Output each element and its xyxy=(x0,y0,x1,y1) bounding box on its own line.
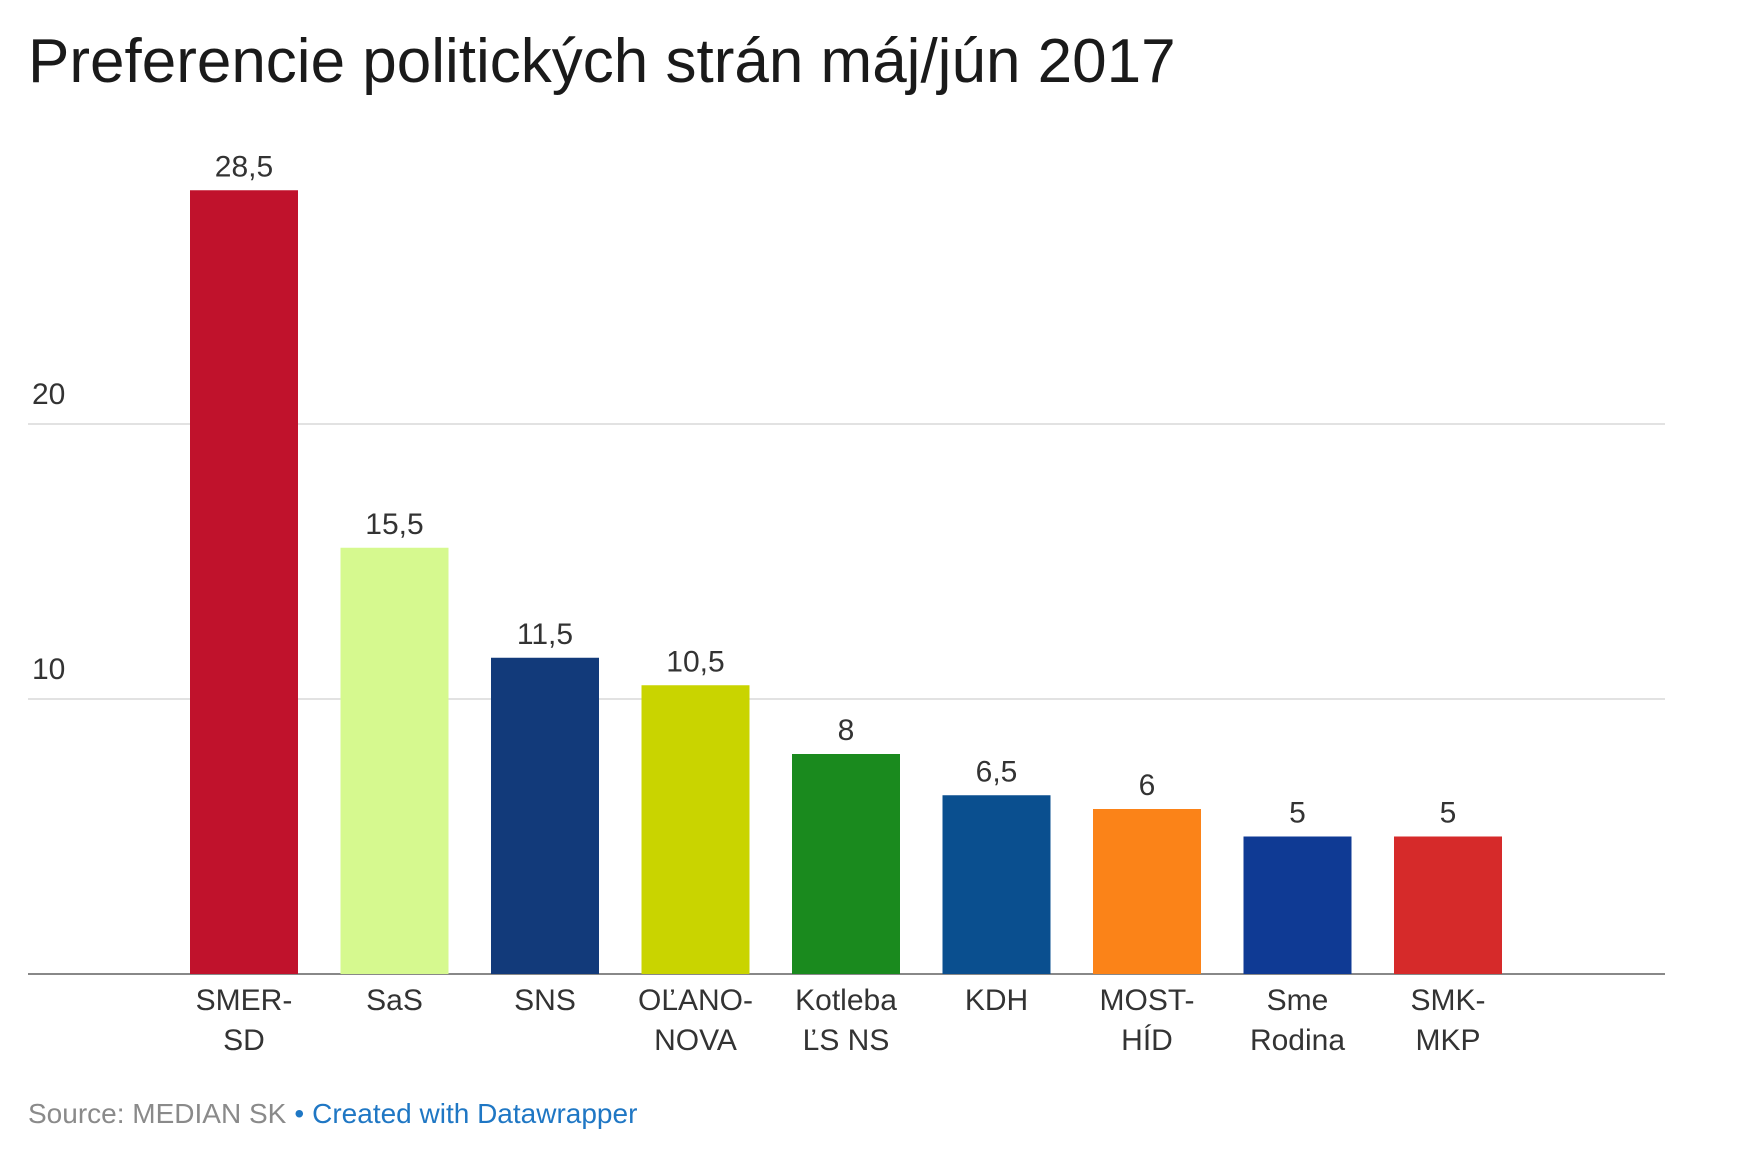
category-label: SMK- xyxy=(1411,984,1486,1017)
value-label: 10,5 xyxy=(666,645,724,678)
bars xyxy=(190,190,1502,974)
category-label: SMER- xyxy=(196,984,293,1017)
value-label: 11,5 xyxy=(517,618,573,651)
category-label: Kotleba xyxy=(795,984,897,1017)
value-label: 15,5 xyxy=(365,508,423,541)
category-label: ĽS NS xyxy=(803,1024,890,1057)
category-label: KDH xyxy=(965,984,1028,1017)
chart-title: Preferencie politických strán máj/jún 20… xyxy=(28,27,1176,96)
datawrapper-credit-link[interactable]: Created with Datawrapper xyxy=(312,1098,638,1129)
value-label: 28,5 xyxy=(215,150,273,183)
value-label: 5 xyxy=(1440,797,1457,830)
category-labels: SMER- SD SaS SNS OĽANO- NOVA Kotleba ĽS NS KDH MO… xyxy=(196,984,1486,1057)
category-label: SD xyxy=(223,1024,265,1057)
bar xyxy=(641,685,750,974)
value-label: 6 xyxy=(1139,769,1156,802)
footer-separator: • xyxy=(294,1098,305,1129)
category-label: Sme xyxy=(1267,984,1329,1017)
bar xyxy=(1243,836,1352,974)
y-tick-label: 10 xyxy=(32,653,65,686)
value-label: 8 xyxy=(838,714,855,747)
category-label: MKP xyxy=(1415,1024,1480,1057)
category-label: SNS xyxy=(514,984,576,1017)
bar xyxy=(340,547,449,974)
bar xyxy=(1394,836,1502,974)
y-tick-labels: 10 20 xyxy=(32,378,65,686)
source-note: Source: MEDIAN SK xyxy=(28,1098,287,1129)
value-labels: 28,5 15,5 11,5 10,5 8 6,5 6 5 5 xyxy=(215,150,1457,829)
value-label: 6,5 xyxy=(976,755,1018,788)
value-label: 5 xyxy=(1289,797,1306,830)
bar xyxy=(491,657,599,974)
category-label: MOST- xyxy=(1100,984,1195,1017)
category-label: HÍD xyxy=(1121,1024,1173,1057)
bar xyxy=(792,754,900,974)
category-label: SaS xyxy=(366,984,423,1017)
bar xyxy=(1093,809,1201,974)
chart-footer: Source: MEDIAN SK • Created with Datawrapp… xyxy=(28,1098,637,1130)
category-label: OĽANO- xyxy=(638,984,753,1017)
category-label: NOVA xyxy=(654,1024,737,1057)
category-label: Rodina xyxy=(1250,1024,1345,1057)
bar xyxy=(190,190,298,974)
y-tick-label: 20 xyxy=(32,378,65,411)
bar xyxy=(942,795,1051,974)
